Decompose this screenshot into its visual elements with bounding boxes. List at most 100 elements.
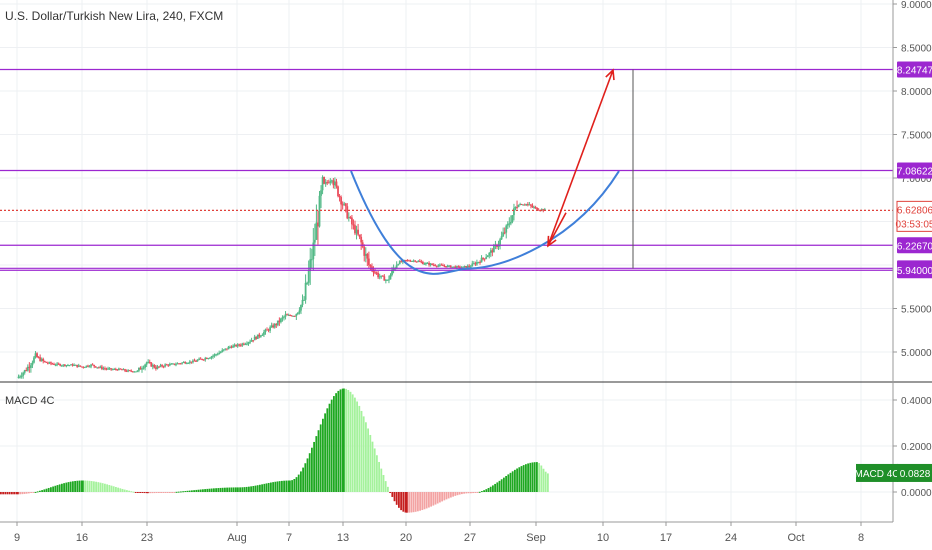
price-candle[interactable] xyxy=(309,259,312,271)
price-candle[interactable] xyxy=(472,263,475,265)
price-candle[interactable] xyxy=(432,264,435,266)
macd-bar[interactable] xyxy=(542,468,545,492)
price-candle[interactable] xyxy=(514,206,517,209)
macd-bar[interactable] xyxy=(213,488,215,492)
price-candle[interactable] xyxy=(77,365,80,367)
price-candle[interactable] xyxy=(204,358,207,360)
macd-bar[interactable] xyxy=(184,491,187,493)
macd-bar[interactable] xyxy=(467,492,470,494)
price-candle[interactable] xyxy=(378,276,381,278)
price-candle[interactable] xyxy=(431,263,434,265)
macd-bar[interactable] xyxy=(278,481,281,492)
macd-bar[interactable] xyxy=(106,484,108,492)
price-candle[interactable] xyxy=(451,266,454,268)
price-candle[interactable] xyxy=(184,362,187,364)
price-candle[interactable] xyxy=(107,368,109,370)
price-candle[interactable] xyxy=(437,265,440,267)
price-candle[interactable] xyxy=(219,352,222,354)
price-candle[interactable] xyxy=(28,366,31,368)
price-candle[interactable] xyxy=(205,358,208,360)
price-candle[interactable] xyxy=(94,366,97,368)
price-candle[interactable] xyxy=(281,317,284,319)
price-candle[interactable] xyxy=(133,371,136,373)
price-candle[interactable] xyxy=(53,364,55,366)
price-candle[interactable] xyxy=(292,315,295,317)
macd-bar[interactable] xyxy=(193,490,195,492)
macd-bar[interactable] xyxy=(358,405,361,492)
price-candle[interactable] xyxy=(434,265,437,267)
price-candle[interactable] xyxy=(499,239,501,245)
macd-bar[interactable] xyxy=(536,462,538,492)
price-candle[interactable] xyxy=(418,261,421,263)
price-candle[interactable] xyxy=(33,357,35,363)
price-candle[interactable] xyxy=(505,225,508,233)
macd-bar[interactable] xyxy=(23,492,26,494)
drawings[interactable] xyxy=(350,68,634,275)
macd-bar[interactable] xyxy=(335,393,337,492)
macd-bar[interactable] xyxy=(362,416,365,492)
price-candle[interactable] xyxy=(411,260,413,262)
macd-bar[interactable] xyxy=(43,489,46,492)
price-candle[interactable] xyxy=(351,217,353,225)
macd-bar[interactable] xyxy=(13,492,15,495)
macd-bar[interactable] xyxy=(382,475,385,492)
price-candle[interactable] xyxy=(317,222,319,227)
macd-bar[interactable] xyxy=(371,441,374,492)
price-candle[interactable] xyxy=(290,315,293,317)
macd-bar[interactable] xyxy=(254,485,257,492)
macd-bar[interactable] xyxy=(315,436,318,492)
macd-bar[interactable] xyxy=(347,389,350,492)
price-candle[interactable] xyxy=(22,372,25,376)
macd-bar[interactable] xyxy=(367,428,369,492)
price-candle[interactable] xyxy=(315,222,318,240)
price-candle[interactable] xyxy=(525,204,528,206)
price-candle[interactable] xyxy=(383,276,386,281)
price-candle[interactable] xyxy=(264,329,267,333)
price-candle[interactable] xyxy=(534,207,537,209)
price-candle[interactable] xyxy=(261,334,264,336)
price-candle[interactable] xyxy=(241,343,244,346)
macd-bar[interactable] xyxy=(287,480,290,492)
price-candle[interactable] xyxy=(417,261,420,263)
price-candle[interactable] xyxy=(502,232,505,237)
macd-histogram[interactable] xyxy=(0,388,549,513)
price-candle[interactable] xyxy=(259,335,262,337)
macd-bar[interactable] xyxy=(402,492,405,512)
price-candle[interactable] xyxy=(210,356,213,358)
macd-bar[interactable] xyxy=(465,492,468,494)
price-candle[interactable] xyxy=(323,177,326,184)
macd-bar[interactable] xyxy=(99,482,102,492)
price-candle[interactable] xyxy=(173,363,176,365)
macd-bar[interactable] xyxy=(304,463,307,492)
price-candle[interactable] xyxy=(85,365,88,368)
macd-bar[interactable] xyxy=(345,388,347,492)
macd-bar[interactable] xyxy=(387,486,389,492)
price-candle[interactable] xyxy=(332,180,335,186)
macd-bar[interactable] xyxy=(245,486,248,492)
macd-bar[interactable] xyxy=(61,483,63,492)
macd-bar[interactable] xyxy=(452,492,454,497)
price-candle[interactable] xyxy=(247,342,250,344)
price-candle[interactable] xyxy=(201,358,204,360)
price-candle[interactable] xyxy=(400,261,403,263)
macd-bar[interactable] xyxy=(195,489,198,492)
price-candle[interactable] xyxy=(278,320,281,323)
price-candle[interactable] xyxy=(275,324,278,326)
price-candle[interactable] xyxy=(483,258,486,260)
level-price-tag[interactable] xyxy=(897,262,932,279)
price-candle[interactable] xyxy=(513,208,515,216)
price-candle[interactable] xyxy=(358,234,361,237)
price-candle[interactable] xyxy=(531,205,534,208)
price-candle[interactable] xyxy=(99,366,102,368)
price-candle[interactable] xyxy=(283,316,285,318)
price-candle[interactable] xyxy=(463,266,466,268)
price-candle[interactable] xyxy=(37,357,40,359)
price-candles[interactable] xyxy=(17,175,546,379)
macd-bar[interactable] xyxy=(529,462,532,492)
macd-bar[interactable] xyxy=(507,474,510,492)
macd-bar[interactable] xyxy=(177,491,180,493)
macd-bar[interactable] xyxy=(182,491,184,493)
price-candle[interactable] xyxy=(367,258,370,265)
price-candle[interactable] xyxy=(139,367,142,370)
macd-bar[interactable] xyxy=(128,490,130,492)
